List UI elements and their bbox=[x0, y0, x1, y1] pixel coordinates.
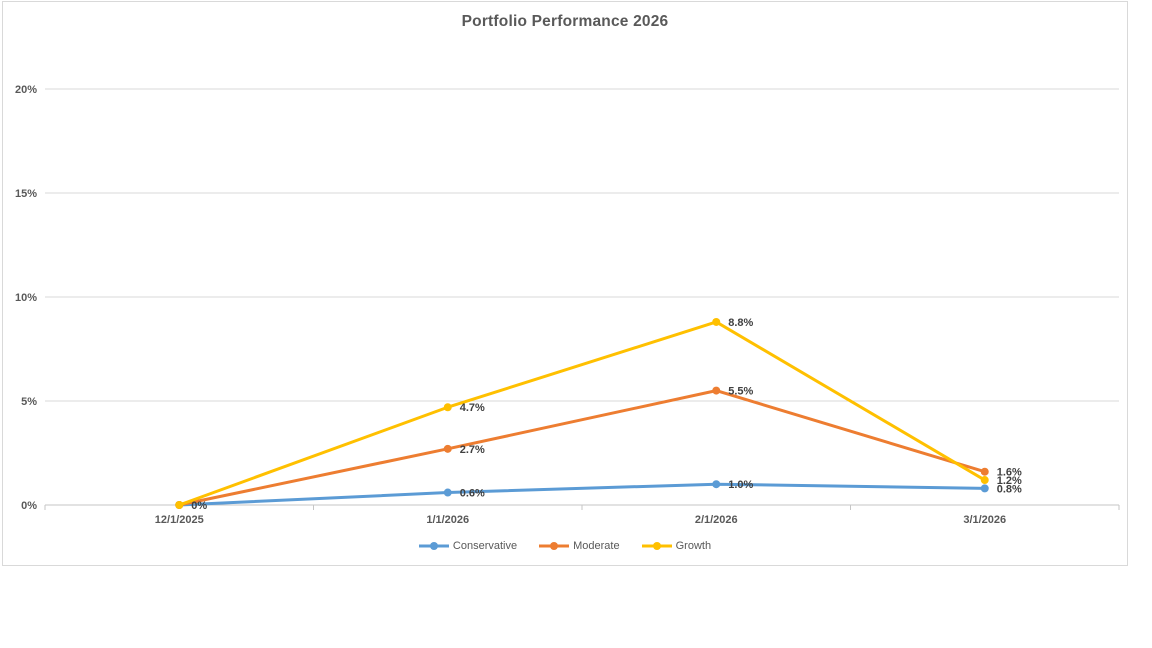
data-point-moderate bbox=[980, 467, 989, 476]
data-point-conservative bbox=[712, 480, 721, 489]
data-point-moderate bbox=[443, 444, 452, 453]
chart-title: Portfolio Performance 2026 bbox=[461, 13, 669, 30]
data-label-conservative: 1.0% bbox=[728, 479, 753, 491]
series-line-growth bbox=[177, 320, 987, 507]
data-label-moderate: 5.5% bbox=[728, 386, 753, 398]
data-label-growth: 0% bbox=[191, 500, 207, 512]
data-point-growth bbox=[980, 476, 989, 485]
data-point-growth bbox=[712, 317, 721, 326]
x-axis-label: 1/1/2026 bbox=[426, 514, 469, 526]
y-axis-label: 10% bbox=[15, 292, 37, 304]
series-line-moderate bbox=[177, 389, 987, 507]
data-label-growth: 1.2% bbox=[997, 475, 1022, 487]
data-label-conservative: 0.6% bbox=[460, 488, 485, 500]
x-axis-label: 3/1/2026 bbox=[963, 514, 1006, 526]
data-label-growth: 4.7% bbox=[460, 402, 485, 414]
plot-svg: 0.6% 1.0% 0.8% 2.7% 5.5% 1.6% 0% 4.7% 8.8% 1.2% 0%… bbox=[15, 84, 1120, 526]
data-label-moderate: 1.6% bbox=[997, 467, 1022, 479]
y-axis-label: 20% bbox=[15, 84, 37, 96]
chart-legend: Conservative Moderate Growth bbox=[3, 540, 1127, 552]
data-point-conservative bbox=[980, 484, 989, 493]
y-axis-label: 5% bbox=[21, 396, 37, 408]
data-point-growth bbox=[175, 501, 184, 509]
data-label-moderate: 2.7% bbox=[460, 444, 485, 456]
legend-label-conservative: Conservative bbox=[452, 540, 518, 552]
x-axis-label: 2/1/2026 bbox=[695, 514, 738, 526]
legend-label-growth: Growth bbox=[675, 540, 712, 552]
data-point-moderate bbox=[712, 386, 721, 395]
x-axis-label: 12/1/2025 bbox=[155, 514, 204, 526]
data-point-conservative bbox=[443, 488, 452, 497]
legend-marker-growth bbox=[641, 542, 672, 550]
y-axis-label: 0% bbox=[21, 500, 37, 512]
data-label-growth: 8.8% bbox=[728, 317, 753, 329]
legend-marker-moderate bbox=[539, 542, 570, 550]
legend-marker-conservative bbox=[418, 542, 449, 550]
legend-item-growth: Growth bbox=[641, 540, 712, 552]
legend-item-conservative: Conservative bbox=[418, 540, 518, 552]
chart-container: Portfolio Performance 2026 0.6% 1.0% 0.8% 2… bbox=[2, 1, 1128, 566]
y-axis-label: 15% bbox=[15, 188, 37, 200]
data-point-growth bbox=[443, 403, 452, 412]
legend-item-moderate: Moderate bbox=[539, 540, 620, 552]
series-line-conservative bbox=[177, 482, 987, 507]
legend-label-moderate: Moderate bbox=[573, 540, 620, 552]
data-label-conservative: 0.8% bbox=[997, 483, 1022, 495]
